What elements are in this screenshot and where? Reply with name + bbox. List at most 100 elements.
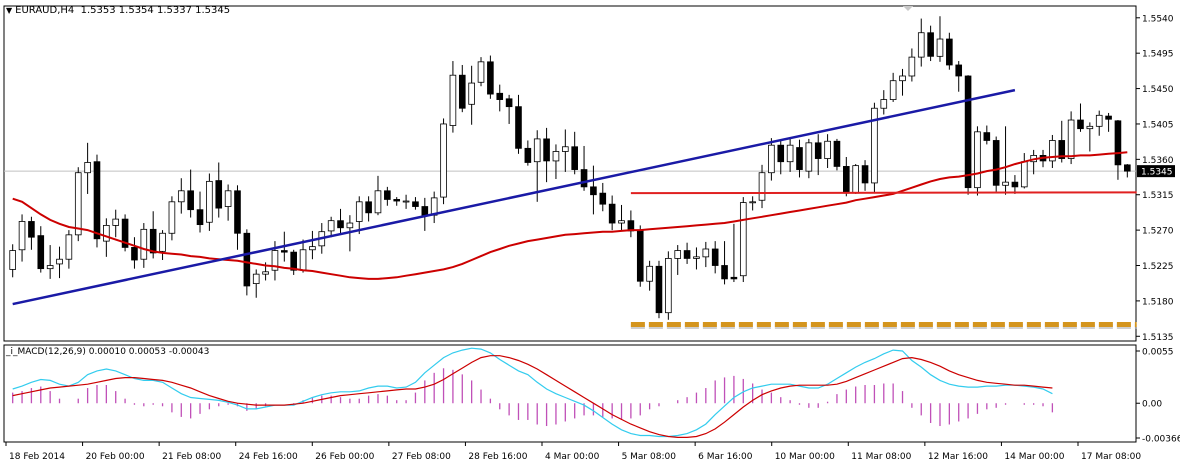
time-tick-label: 6 Mar 16:00 [698,452,753,462]
price-tick-label: 1.5495 [1142,50,1174,60]
bull-candle [271,250,279,271]
bull-candle [552,151,560,162]
bull-candle [1095,114,1103,127]
bear-candle [496,92,504,100]
bear-candle [796,147,803,170]
bear-candle [1077,119,1084,130]
bear-candle [524,147,532,163]
bull-candle [768,144,775,174]
time-tick-label: 18 Feb 2014 [9,452,65,462]
chart-header: ▼ EURAUD,H4 1.5353 1.5354 1.5337 1.5345 [6,5,230,16]
bear-candle [505,98,513,108]
bull-candle [899,75,906,82]
bull-candle [74,172,82,236]
support-line[interactable] [630,191,1137,195]
bull-candle [112,218,120,226]
bull-candle [665,258,672,314]
bear-candle [149,228,157,254]
bull-candle [562,146,569,152]
bull-candle [1067,119,1075,159]
price-tick-label: 1.5135 [1142,333,1174,343]
bull-candle [749,201,756,204]
bear-candle [365,201,372,214]
bear-candle [730,276,738,280]
macd-main-line [12,347,1053,438]
bull-candle [252,273,260,284]
macd-pane[interactable] [3,344,1137,443]
bear-candle [37,235,45,270]
time-tick-label: 5 Mar 08:00 [622,452,677,462]
bear-candle [384,190,391,200]
time-tick-label: 26 Feb 00:00 [315,452,374,462]
bear-candle [187,190,194,211]
bull-candle [1020,161,1028,188]
time-tick-label: 24 Feb 16:00 [239,452,298,462]
price-tick-label: 1.5315 [1142,191,1174,201]
bull-candle [262,271,269,275]
bear-candle [93,161,101,240]
bear-candle [393,199,401,202]
bear-candle [983,132,991,141]
bull-candle [889,80,897,100]
bear-candle [1114,120,1122,166]
bear-candle [337,220,344,229]
bear-candle [131,247,138,261]
bull-candle [140,228,148,260]
price-tick-label: 1.5450 [1142,85,1174,95]
bull-candle [739,202,747,277]
bull-candle [449,74,457,126]
bear-candle [215,180,223,209]
bear-candle [121,218,129,248]
bear-candle [571,146,578,170]
bear-candle [636,230,644,282]
bear-candle [487,61,494,95]
bear-candle [861,165,869,184]
bull-candle [327,220,335,232]
time-tick-label: 12 Mar 16:00 [928,452,988,462]
bear-candle [281,250,288,253]
bull-candle [468,82,475,105]
macd-tick-label: 0.00 [1142,400,1162,410]
bull-candle [299,249,307,271]
bear-candle [992,140,1000,186]
bull-candle [974,131,981,189]
ohlc-values: 1.5353 1.5354 1.5337 1.5345 [80,5,231,16]
bear-candle [655,265,663,314]
bull-candle [65,234,73,260]
bull-candle [852,165,859,194]
macd-tick-label: -0.00366 [1142,435,1180,445]
bull-candle [1086,125,1094,130]
bear-candle [711,248,719,266]
bull-candle [908,56,916,77]
bull-candle [374,190,382,214]
bull-candle [824,140,831,159]
dropdown-triangle-icon[interactable]: ▼ [6,6,13,15]
price-tick-label: 1.5360 [1142,156,1174,166]
bear-candle [599,192,607,205]
price-tick-label: 1.5180 [1142,297,1174,307]
price-tick-label: 1.5405 [1142,120,1174,130]
bull-candle [168,201,176,234]
bear-candle [1058,140,1066,159]
current-price-tag [1137,165,1175,178]
bear-candle [683,250,691,259]
bear-candle [721,265,728,280]
bear-candle [590,186,597,196]
bull-candle [533,138,541,163]
bull-candle [224,190,232,207]
bull-candle [18,221,26,251]
bull-candle [618,220,625,224]
bull-candle [758,172,766,201]
bull-candle [646,265,653,282]
time-tick-label: 11 Mar 08:00 [851,452,911,462]
time-tick-label: 27 Feb 08:00 [392,452,451,462]
uptrend-line[interactable] [12,88,1016,306]
bear-candle [196,209,204,226]
bear-candle [608,203,616,224]
moving-average-line [12,151,1128,280]
bull-candle [477,61,485,83]
bull-candle [9,250,16,270]
bear-candle [1011,181,1019,188]
